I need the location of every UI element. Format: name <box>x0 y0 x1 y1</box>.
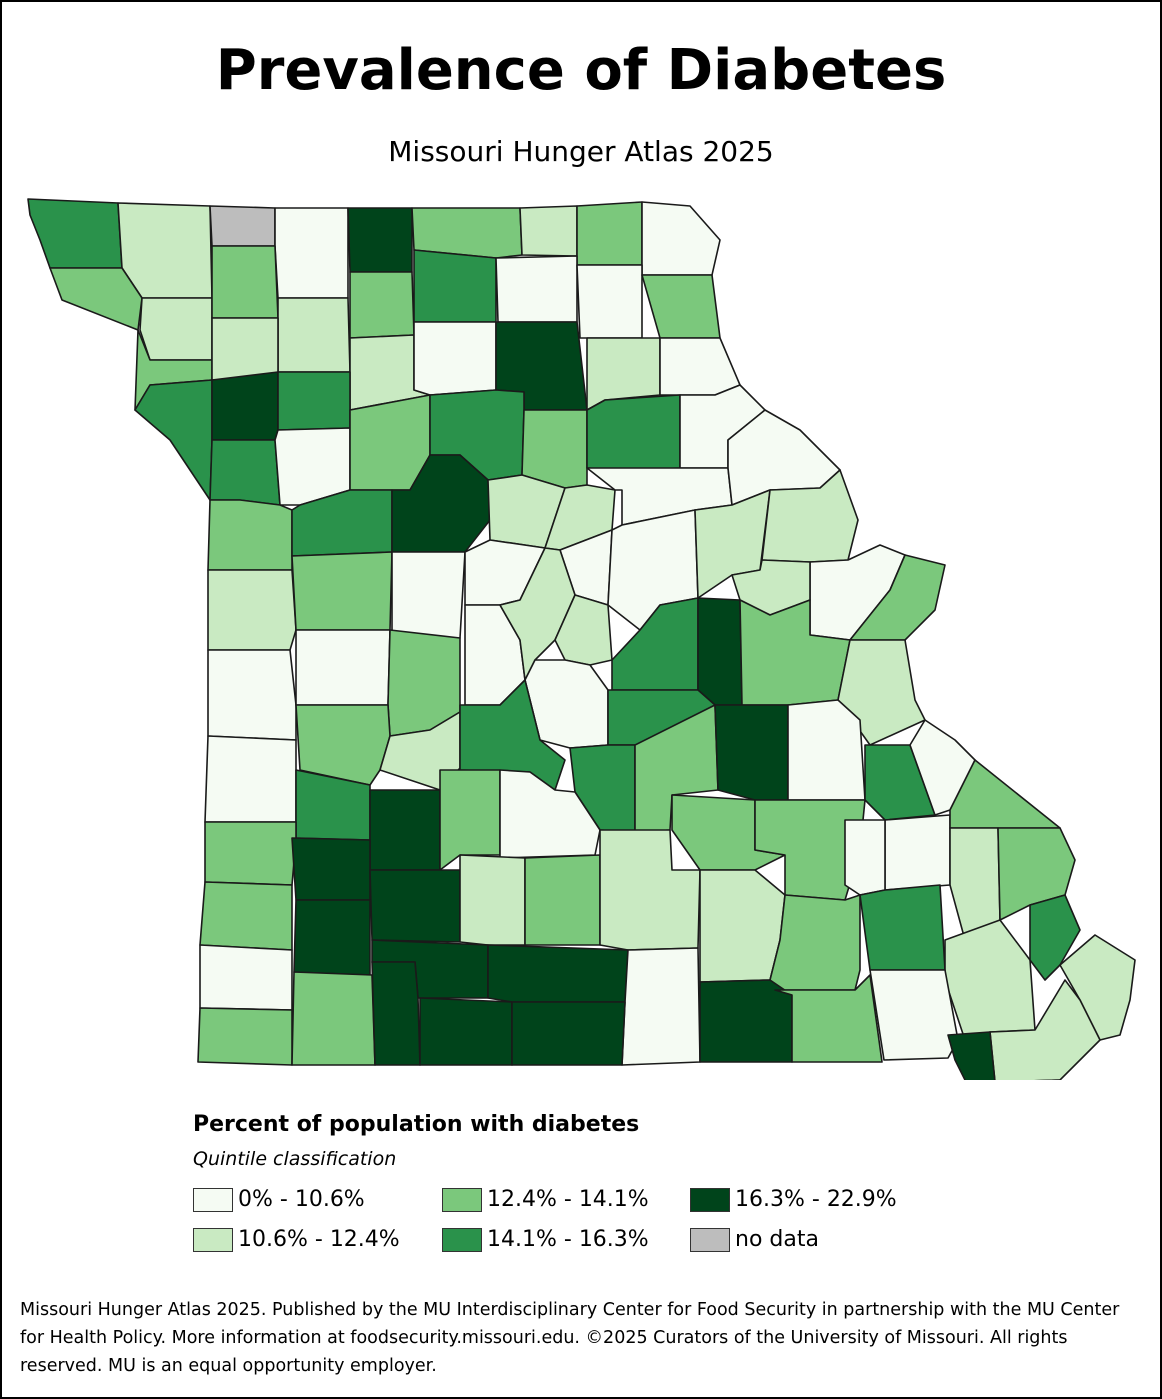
county[interactable] <box>659 337 741 396</box>
map-subtitle: Missouri Hunger Atlas 2025 <box>388 135 774 168</box>
county[interactable] <box>199 881 293 951</box>
footer-credits: Missouri Hunger Atlas 2025. Published by… <box>20 1300 1120 1376</box>
county[interactable] <box>989 979 1101 1080</box>
legend-item: no data <box>690 1226 819 1254</box>
county[interactable] <box>369 869 461 943</box>
legend-title: Percent of population with diabetes <box>193 1112 640 1137</box>
legend-label: no data <box>735 1227 819 1252</box>
county[interactable] <box>349 271 415 339</box>
county[interactable] <box>576 201 643 266</box>
county[interactable] <box>459 854 526 946</box>
county[interactable] <box>134 379 213 501</box>
county[interactable] <box>27 198 123 269</box>
legend-label: 14.1% - 16.3% <box>487 1227 649 1252</box>
legend-swatch <box>690 1228 730 1252</box>
legend-swatch <box>442 1188 482 1212</box>
legend-label: 12.4% - 14.1% <box>487 1187 649 1212</box>
legend-swatch <box>442 1228 482 1252</box>
county[interactable] <box>524 854 601 946</box>
county[interactable] <box>211 317 279 381</box>
legend-subtitle: Quintile classification <box>193 1148 397 1170</box>
county[interactable] <box>139 297 213 361</box>
legend-label: 16.3% - 22.9% <box>735 1187 897 1212</box>
county[interactable] <box>787 699 866 801</box>
county[interactable] <box>944 919 1036 1041</box>
legend-swatch <box>690 1188 730 1212</box>
county[interactable] <box>487 944 629 1003</box>
county[interactable] <box>207 649 297 741</box>
county[interactable] <box>347 207 413 273</box>
county[interactable] <box>521 409 588 489</box>
legend-swatch <box>193 1188 233 1212</box>
county[interactable] <box>277 297 351 373</box>
legend-item: 10.6% - 12.4% <box>193 1226 400 1254</box>
county[interactable] <box>204 821 297 886</box>
missouri-county-map <box>27 198 1136 1080</box>
county[interactable] <box>774 974 883 1063</box>
county[interactable] <box>922 1031 996 1080</box>
county[interactable] <box>199 944 293 1011</box>
county[interactable] <box>641 274 721 339</box>
county[interactable] <box>413 249 497 323</box>
county-polygons <box>27 198 1136 1080</box>
county[interactable] <box>291 837 371 901</box>
county[interactable] <box>211 371 279 441</box>
county[interactable] <box>576 264 643 339</box>
county[interactable] <box>371 961 421 1066</box>
legend-item: 0% - 10.6% <box>193 1186 365 1214</box>
county[interactable] <box>291 551 393 631</box>
legend-swatch <box>193 1228 233 1252</box>
county[interactable] <box>369 789 441 871</box>
county[interactable] <box>207 499 293 571</box>
county[interactable] <box>699 869 786 983</box>
county[interactable] <box>641 201 721 276</box>
legend-label: 0% - 10.6% <box>238 1187 365 1212</box>
county[interactable] <box>411 207 523 259</box>
legend-item: 12.4% - 14.1% <box>442 1186 649 1214</box>
county[interactable] <box>859 884 946 971</box>
county[interactable] <box>413 321 497 396</box>
county[interactable] <box>769 894 861 991</box>
county[interactable] <box>391 551 466 643</box>
county[interactable] <box>211 245 279 319</box>
county[interactable] <box>844 819 886 896</box>
county[interactable] <box>207 569 297 651</box>
county[interactable] <box>511 1001 626 1066</box>
legend-item: 16.3% - 22.9% <box>690 1186 897 1214</box>
county[interactable] <box>495 255 578 323</box>
county[interactable] <box>274 207 349 299</box>
county[interactable] <box>519 205 578 257</box>
county[interactable] <box>621 947 701 1066</box>
county[interactable] <box>49 267 143 331</box>
legend-label: 10.6% - 12.4% <box>238 1227 400 1252</box>
county[interactable] <box>291 971 376 1066</box>
legend-item: 14.1% - 16.3% <box>442 1226 649 1254</box>
county[interactable] <box>295 629 391 706</box>
county[interactable] <box>209 439 281 506</box>
county[interactable] <box>714 704 789 801</box>
county[interactable] <box>599 829 701 951</box>
county[interactable] <box>197 1007 293 1066</box>
county[interactable] <box>869 969 959 1061</box>
county[interactable] <box>699 979 793 1063</box>
map-title: Prevalence of Diabetes <box>215 38 947 103</box>
county[interactable] <box>884 814 951 891</box>
county[interactable] <box>209 205 276 247</box>
county[interactable] <box>293 899 371 976</box>
county[interactable] <box>586 394 681 471</box>
county[interactable] <box>419 997 513 1066</box>
county[interactable] <box>697 597 743 706</box>
county[interactable] <box>204 735 297 823</box>
county[interactable] <box>277 371 351 431</box>
